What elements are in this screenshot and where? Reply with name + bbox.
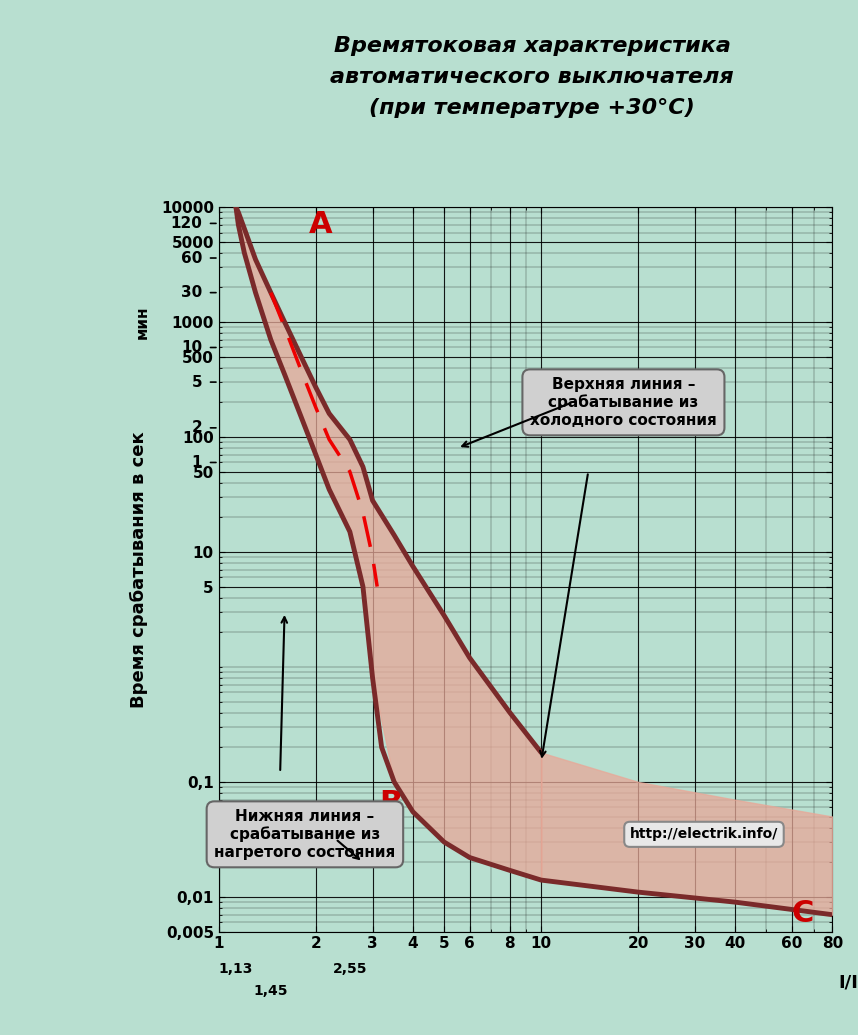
Text: (при температуре +30°С): (при температуре +30°С) <box>369 98 695 118</box>
Text: 30: 30 <box>181 285 202 300</box>
Text: I/Iн: I/Iн <box>838 973 858 992</box>
Text: http://electrik.info/: http://electrik.info/ <box>630 827 778 841</box>
Text: 2: 2 <box>191 420 202 436</box>
Text: Верхняя линия –
срабатывание из
холодного состояния: Верхняя линия – срабатывание из холодног… <box>530 377 716 427</box>
Text: автоматического выключателя: автоматического выключателя <box>330 67 734 87</box>
Text: Времятоковая характеристика: Времятоковая характеристика <box>334 36 730 56</box>
Text: В: В <box>379 789 402 818</box>
Text: 2,55: 2,55 <box>333 963 367 976</box>
Text: 120: 120 <box>170 216 202 231</box>
Text: 1,45: 1,45 <box>254 984 288 999</box>
Text: 60: 60 <box>181 250 202 266</box>
Text: 5: 5 <box>191 375 202 389</box>
Text: 1: 1 <box>191 455 202 470</box>
Text: 10: 10 <box>181 339 202 355</box>
Text: мин: мин <box>135 305 150 338</box>
Text: А: А <box>309 210 332 239</box>
Text: С: С <box>792 898 814 927</box>
Text: Нижняя линия –
срабатывание из
нагретого состояния: Нижняя линия – срабатывание из нагретого… <box>214 809 396 860</box>
Text: 1,13: 1,13 <box>219 963 253 976</box>
Text: Время срабатывания в сек: Время срабатывания в сек <box>130 431 148 708</box>
